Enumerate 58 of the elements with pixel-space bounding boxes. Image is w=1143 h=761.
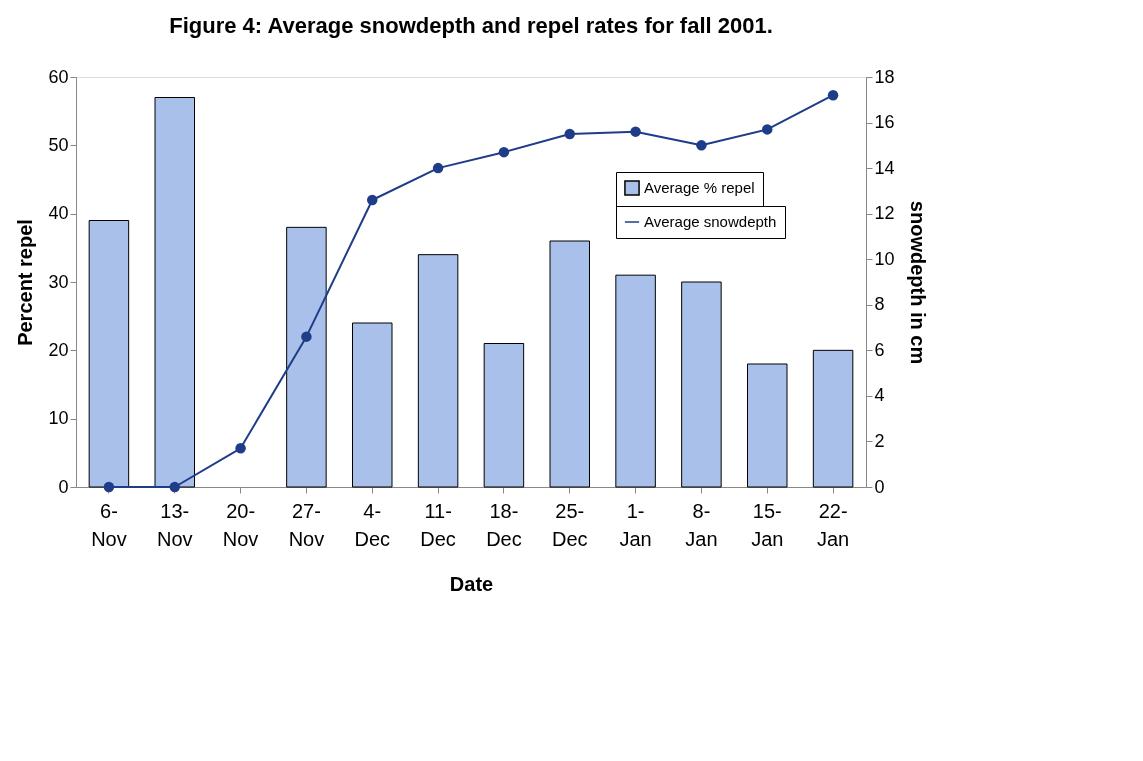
- x-tick-label: 1-Jan: [619, 499, 652, 550]
- x-tick-label: 22-Jan: [816, 499, 850, 550]
- y2-tick-label: 14: [874, 157, 895, 178]
- point: [169, 481, 180, 493]
- y2-axis-title: snowdepth in cm: [906, 200, 929, 365]
- bar: [812, 349, 854, 488]
- point: [827, 89, 839, 101]
- y-tick-label: 10: [48, 408, 69, 429]
- y-tick-label: 60: [48, 66, 69, 87]
- bar: [549, 240, 590, 488]
- point: [301, 331, 312, 342]
- point: [564, 128, 575, 140]
- bar: [154, 97, 195, 488]
- x-tick-label: 11-Dec: [420, 499, 456, 550]
- x-axis-title: Date: [449, 572, 494, 595]
- y2-tick-label: 12: [874, 203, 895, 224]
- y-tick-label: 40: [48, 203, 69, 224]
- point: [696, 140, 707, 151]
- bar: [417, 254, 459, 488]
- bar: [286, 226, 327, 488]
- y2-tick-label: 0: [874, 476, 885, 497]
- y2-tick-label: 10: [874, 248, 895, 269]
- y-tick-label: 30: [48, 271, 69, 292]
- point: [498, 146, 510, 158]
- bar: [681, 281, 722, 488]
- x-tick-label: 8-Jan: [685, 499, 718, 550]
- bar: [483, 343, 525, 488]
- point: [630, 126, 641, 137]
- x-tick-label: 15-Jan: [751, 499, 784, 550]
- y2-tick-label: 6: [874, 339, 885, 360]
- y2-tick-label: 4: [874, 385, 885, 406]
- x-tick-label: 25-Dec: [551, 499, 588, 550]
- point: [367, 194, 378, 206]
- bar: [88, 220, 130, 488]
- point: [762, 124, 773, 135]
- x-tick-label: 18-Dec: [486, 499, 522, 550]
- bar: [615, 274, 656, 488]
- x-tick-label: 20-Nov: [222, 499, 259, 550]
- point: [103, 481, 115, 493]
- y2-tick-label: 2: [874, 430, 885, 451]
- x-tick-label: 27-Nov: [288, 499, 325, 550]
- x-tick-label: 4-Dec: [354, 499, 391, 550]
- point: [432, 162, 444, 174]
- bar: [747, 363, 788, 488]
- legend-label: Average snowdepth: [644, 213, 777, 230]
- y2-tick-label: 18: [874, 66, 895, 87]
- bar: [352, 322, 393, 488]
- y-axis-title: Percent repel: [14, 219, 37, 346]
- x-tick-label: 13-Nov: [156, 499, 193, 550]
- legend-label: Average % repel: [644, 179, 755, 196]
- chart-title: Figure 4: Average snowdepth and repel rates for fall 2001.: [169, 13, 773, 38]
- y-tick-label: 20: [48, 339, 69, 360]
- point: [235, 443, 246, 454]
- y2-tick-label: 8: [874, 294, 885, 315]
- y-tick-label: 0: [58, 476, 69, 497]
- y-tick-label: 50: [48, 134, 69, 155]
- y2-tick-label: 16: [874, 112, 895, 133]
- x-tick-label: 6-Nov: [91, 499, 127, 550]
